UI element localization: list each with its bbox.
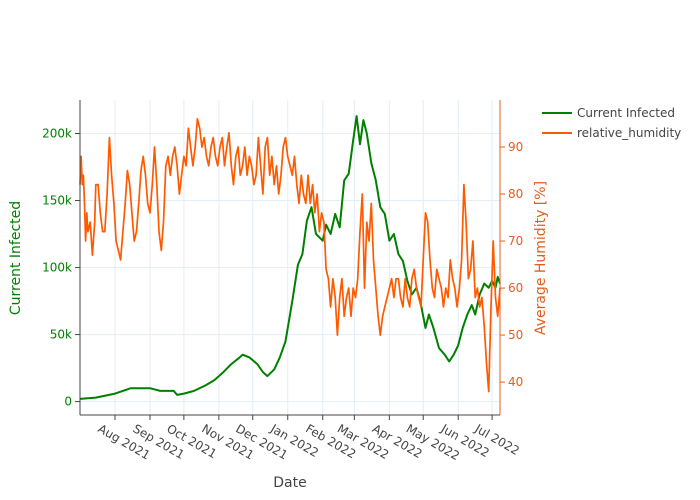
gridlines — [80, 100, 500, 415]
legend-label-current-infected: Current Infected — [577, 106, 675, 120]
y-right-tick-label: 80 — [508, 187, 523, 201]
series-relative-humidity-line — [79, 117, 501, 393]
y-left-tick-label: 0 — [64, 395, 72, 409]
y-axis-left-title: Current Infected — [8, 201, 24, 315]
legend-label-relative-humidity: relative_humidity — [577, 126, 681, 140]
y-right-tick-label: 60 — [508, 281, 523, 295]
y-left-tick-label: 150k — [42, 194, 72, 208]
y-right-tick-label: 50 — [508, 328, 523, 342]
axes — [75, 100, 505, 420]
y-right-tick-label: 70 — [508, 234, 523, 248]
series-lines — [79, 115, 501, 400]
y-axis-right-title: Average Humidity [%] — [533, 181, 549, 335]
x-axis-title: Date — [273, 475, 306, 491]
y-right-tick-label: 40 — [508, 375, 523, 389]
y-left-tick-label: 100k — [42, 261, 72, 275]
y-right-tick-label: 90 — [508, 140, 523, 154]
series-current-infected-line — [79, 115, 501, 400]
y-left-tick-label: 200k — [42, 127, 72, 141]
legend[interactable]: Current Infected relative_humidity — [542, 106, 681, 140]
y-left-tick-label: 50k — [50, 328, 72, 342]
